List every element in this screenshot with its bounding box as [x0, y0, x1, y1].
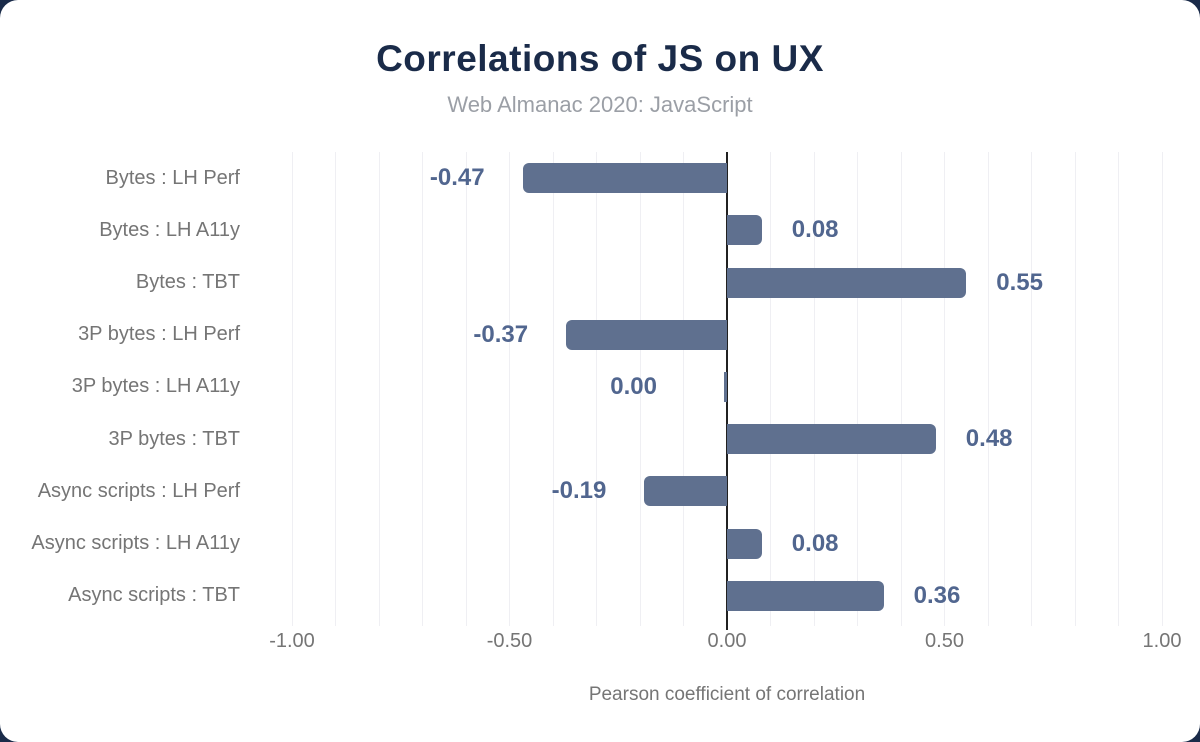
x-tick-label: -1.00	[269, 630, 315, 652]
gridline	[552, 152, 554, 626]
category-label: 3P bytes : LH Perf	[78, 323, 240, 346]
value-label: -0.19	[551, 477, 607, 505]
plot-area: Bytes : LH Perf -0.47 Bytes : LH A11y 0.08 B…	[0, 152, 1200, 630]
category-label: Bytes : LH Perf	[105, 166, 241, 189]
category-label: 3P bytes : TBT	[108, 427, 240, 450]
category-label: Async scripts : LH Perf	[37, 479, 240, 502]
bar-3p-bytes-lh-a11y	[724, 372, 727, 402]
bar-async-scripts-tbt	[727, 580, 884, 611]
value-label: 0.08	[791, 529, 839, 557]
category-label: Async scripts : TBT	[68, 584, 240, 607]
value-label: 0.36	[913, 581, 961, 609]
category-label: 3P bytes : LH A11y	[71, 375, 240, 398]
gridline	[1031, 152, 1032, 626]
bar-bytes-tbt	[727, 267, 967, 298]
category-label: Bytes : LH A11y	[99, 218, 240, 241]
zero-line	[726, 152, 728, 630]
category-label: Async scripts : LH A11y	[31, 532, 240, 555]
bar-async-scripts-lh-a11y	[727, 528, 762, 559]
gridline	[944, 152, 945, 626]
gridline	[1074, 152, 1076, 626]
gridline	[509, 152, 510, 626]
value-label: 0.55	[996, 268, 1043, 296]
chart-subtitle: Web Almanac 2020: JavaScript	[447, 92, 753, 117]
gridline	[378, 152, 380, 626]
gridline	[465, 152, 467, 626]
category-label: Bytes : TBT	[135, 271, 240, 294]
gridline	[900, 152, 902, 626]
gridline	[291, 152, 293, 626]
value-label: 0.48	[965, 425, 1013, 453]
x-tick-label: 1.00	[1142, 630, 1182, 652]
gridline	[422, 152, 423, 626]
chart-title: Correlations of JS on UX	[376, 38, 824, 79]
bar-3p-bytes-lh-perf	[566, 319, 727, 350]
gridline	[1161, 152, 1163, 626]
gridline	[813, 152, 815, 626]
bar-3p-bytes-tbt	[727, 424, 936, 455]
x-axis-title: Pearson coefficient of correlation	[588, 684, 866, 705]
gridline	[770, 152, 771, 626]
gridline	[857, 152, 858, 626]
gridline	[639, 152, 641, 626]
value-label: -0.47	[429, 164, 485, 192]
gridline	[1118, 152, 1119, 626]
x-tick-label: 0.00	[707, 630, 747, 652]
bar-async-scripts-lh-perf	[644, 476, 727, 507]
gridline	[596, 152, 597, 626]
x-tick-label: 0.50	[925, 630, 964, 652]
value-label: 0.08	[791, 216, 839, 244]
bar-bytes-lh-a11y	[727, 215, 762, 246]
bar-bytes-lh-perf	[522, 163, 727, 194]
value-label: 0.00	[610, 372, 657, 400]
gridline	[335, 152, 336, 626]
x-tick-label: -0.50	[486, 630, 533, 652]
value-label: -0.37	[473, 320, 529, 348]
gridline	[683, 152, 684, 626]
gridline	[987, 152, 989, 626]
